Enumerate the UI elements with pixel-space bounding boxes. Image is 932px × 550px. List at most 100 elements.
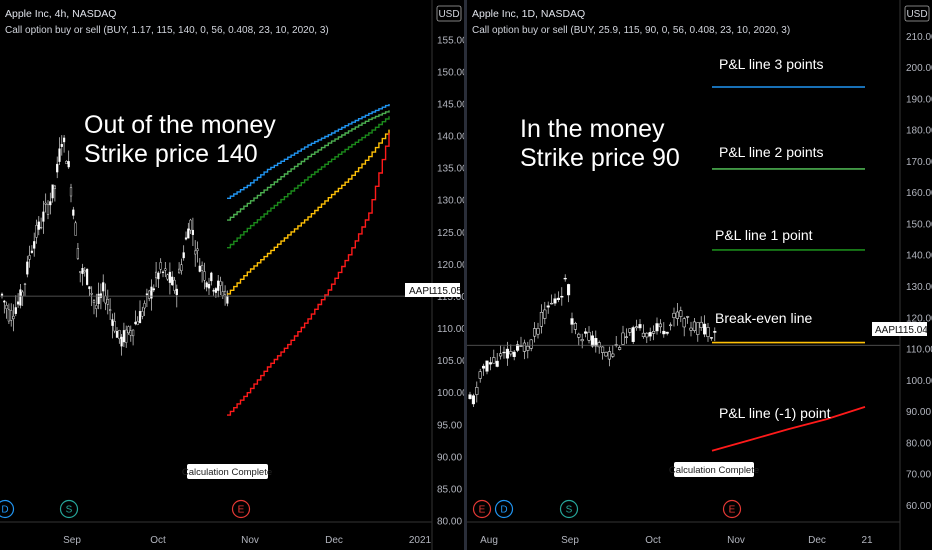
svg-text:USD: USD (438, 9, 459, 20)
candle-body (196, 248, 199, 251)
candle-body (152, 288, 155, 291)
candle-body (536, 328, 540, 335)
candle-body (134, 321, 137, 325)
candle-body (475, 387, 479, 395)
left-y-tick: 115.00 (437, 292, 464, 303)
right-event-marker[interactable]: E (722, 499, 742, 519)
right-event-marker[interactable]: D (494, 499, 514, 519)
candle-body (145, 293, 148, 296)
candle-body (509, 351, 513, 355)
candle-body (191, 229, 194, 235)
right-currency-button[interactable]: USD (904, 5, 930, 22)
left-pl1-line (227, 116, 390, 249)
candle-body (173, 279, 176, 291)
left-price-label: AAPL 115.05 (405, 283, 462, 297)
right-y-tick: 80.00 (906, 438, 931, 449)
right-y-tick: 200.00 (906, 63, 932, 74)
left-event-marker[interactable]: E (231, 499, 251, 519)
candle-body (42, 211, 45, 222)
candle-body (14, 307, 17, 314)
candle-body (611, 353, 615, 357)
right-indicator-label[interactable]: Call option buy or sell (BUY, 25.9, 115,… (472, 25, 790, 36)
candle-body (129, 330, 132, 336)
left-breakeven-line (227, 129, 390, 295)
candle-body (177, 268, 181, 274)
candle-body (604, 352, 608, 357)
left-y-tick: 100.00 (437, 388, 464, 399)
candle-body (203, 271, 206, 281)
left-y-tick: 105.00 (437, 356, 464, 367)
candle-body (539, 312, 543, 327)
candle-body (63, 137, 66, 143)
candle-body (662, 330, 666, 335)
candle-body (546, 305, 550, 308)
pane-divider[interactable] (464, 0, 467, 550)
right-y-tick: 100.00 (906, 376, 932, 387)
right-chart[interactable]: Apple Inc, 1D, NASDAQ Call option buy or… (467, 0, 932, 550)
pl3-label: P&L line 3 points (719, 56, 824, 72)
candle-body (641, 332, 645, 337)
candle-body (53, 185, 56, 189)
pl2-label: P&L line 2 points (719, 144, 824, 160)
candle-body (645, 332, 649, 338)
candle-body (495, 360, 499, 367)
svg-text:D: D (1, 505, 8, 516)
right-chart-pane[interactable]: Apple Inc, 1D, NASDAQ Call option buy or… (467, 0, 932, 550)
left-event-marker[interactable]: S (59, 499, 79, 519)
candle-body (624, 336, 628, 338)
right-x-tick: Sep (561, 535, 579, 546)
candle-body (482, 365, 486, 369)
left-candles (0, 134, 229, 356)
candle-body (709, 337, 713, 339)
candle-body (30, 250, 33, 253)
candle-body (214, 288, 217, 293)
candle-body (488, 362, 492, 365)
candle-body (553, 298, 557, 304)
candle-body (597, 342, 601, 348)
right-y-tick: 90.00 (906, 407, 931, 418)
candle-body (125, 329, 128, 343)
candle-body (713, 331, 717, 333)
candle-body (46, 204, 50, 215)
candle-body (631, 327, 635, 342)
candle-body (485, 360, 489, 372)
right-x-tick: Nov (727, 535, 745, 546)
candle-body (180, 264, 183, 271)
candle-body (570, 318, 574, 325)
left-x-tick: Oct (150, 535, 166, 546)
candle-body (703, 323, 707, 335)
candle-body (49, 201, 52, 206)
right-event-marker[interactable]: E (472, 499, 492, 519)
left-currency-button[interactable]: USD (436, 5, 462, 22)
right-y-tick: 190.00 (906, 94, 932, 105)
candle-body (556, 297, 560, 300)
right-price-label: AAPL 115.04 (872, 322, 928, 336)
right-event-marker[interactable]: S (559, 499, 579, 519)
candle-body (108, 309, 112, 311)
candle-body (226, 295, 229, 304)
left-chart[interactable]: Apple Inc, 4h, NASDAQ Call option buy or… (0, 0, 464, 550)
candle-body (90, 293, 93, 295)
left-y-tick: 150.00 (437, 67, 464, 78)
left-indicator-label[interactable]: Call option buy or sell (BUY, 1.17, 115,… (5, 25, 329, 36)
left-y-tick: 125.00 (437, 228, 464, 239)
candle-body (686, 316, 690, 318)
candle-body (692, 321, 696, 331)
right-y-axis: 210.00 200.00 190.00 180.00 170.00 160.00 150.… (899, 0, 932, 550)
candle-body (65, 161, 68, 164)
svg-text:E: E (479, 505, 486, 516)
left-event-marker[interactable]: D (0, 499, 15, 519)
right-y-tick: 130.00 (906, 282, 932, 293)
left-chart-pane[interactable]: Apple Inc, 4h, NASDAQ Call option buy or… (0, 0, 464, 550)
candle-body (184, 237, 188, 240)
left-y-axis: 155.00 150.00 145.00 140.00 135.00 130.00 125.… (431, 0, 464, 550)
candle-body (37, 221, 40, 230)
candle-body (127, 326, 130, 334)
right-y-tick: 180.00 (906, 126, 932, 137)
candle-body (166, 274, 169, 280)
left-chart-title: Apple Inc, 4h, NASDAQ (5, 8, 116, 20)
candle-body (88, 286, 91, 290)
candle-body (143, 303, 146, 309)
candle-body (601, 346, 605, 353)
candle-body (217, 280, 220, 291)
